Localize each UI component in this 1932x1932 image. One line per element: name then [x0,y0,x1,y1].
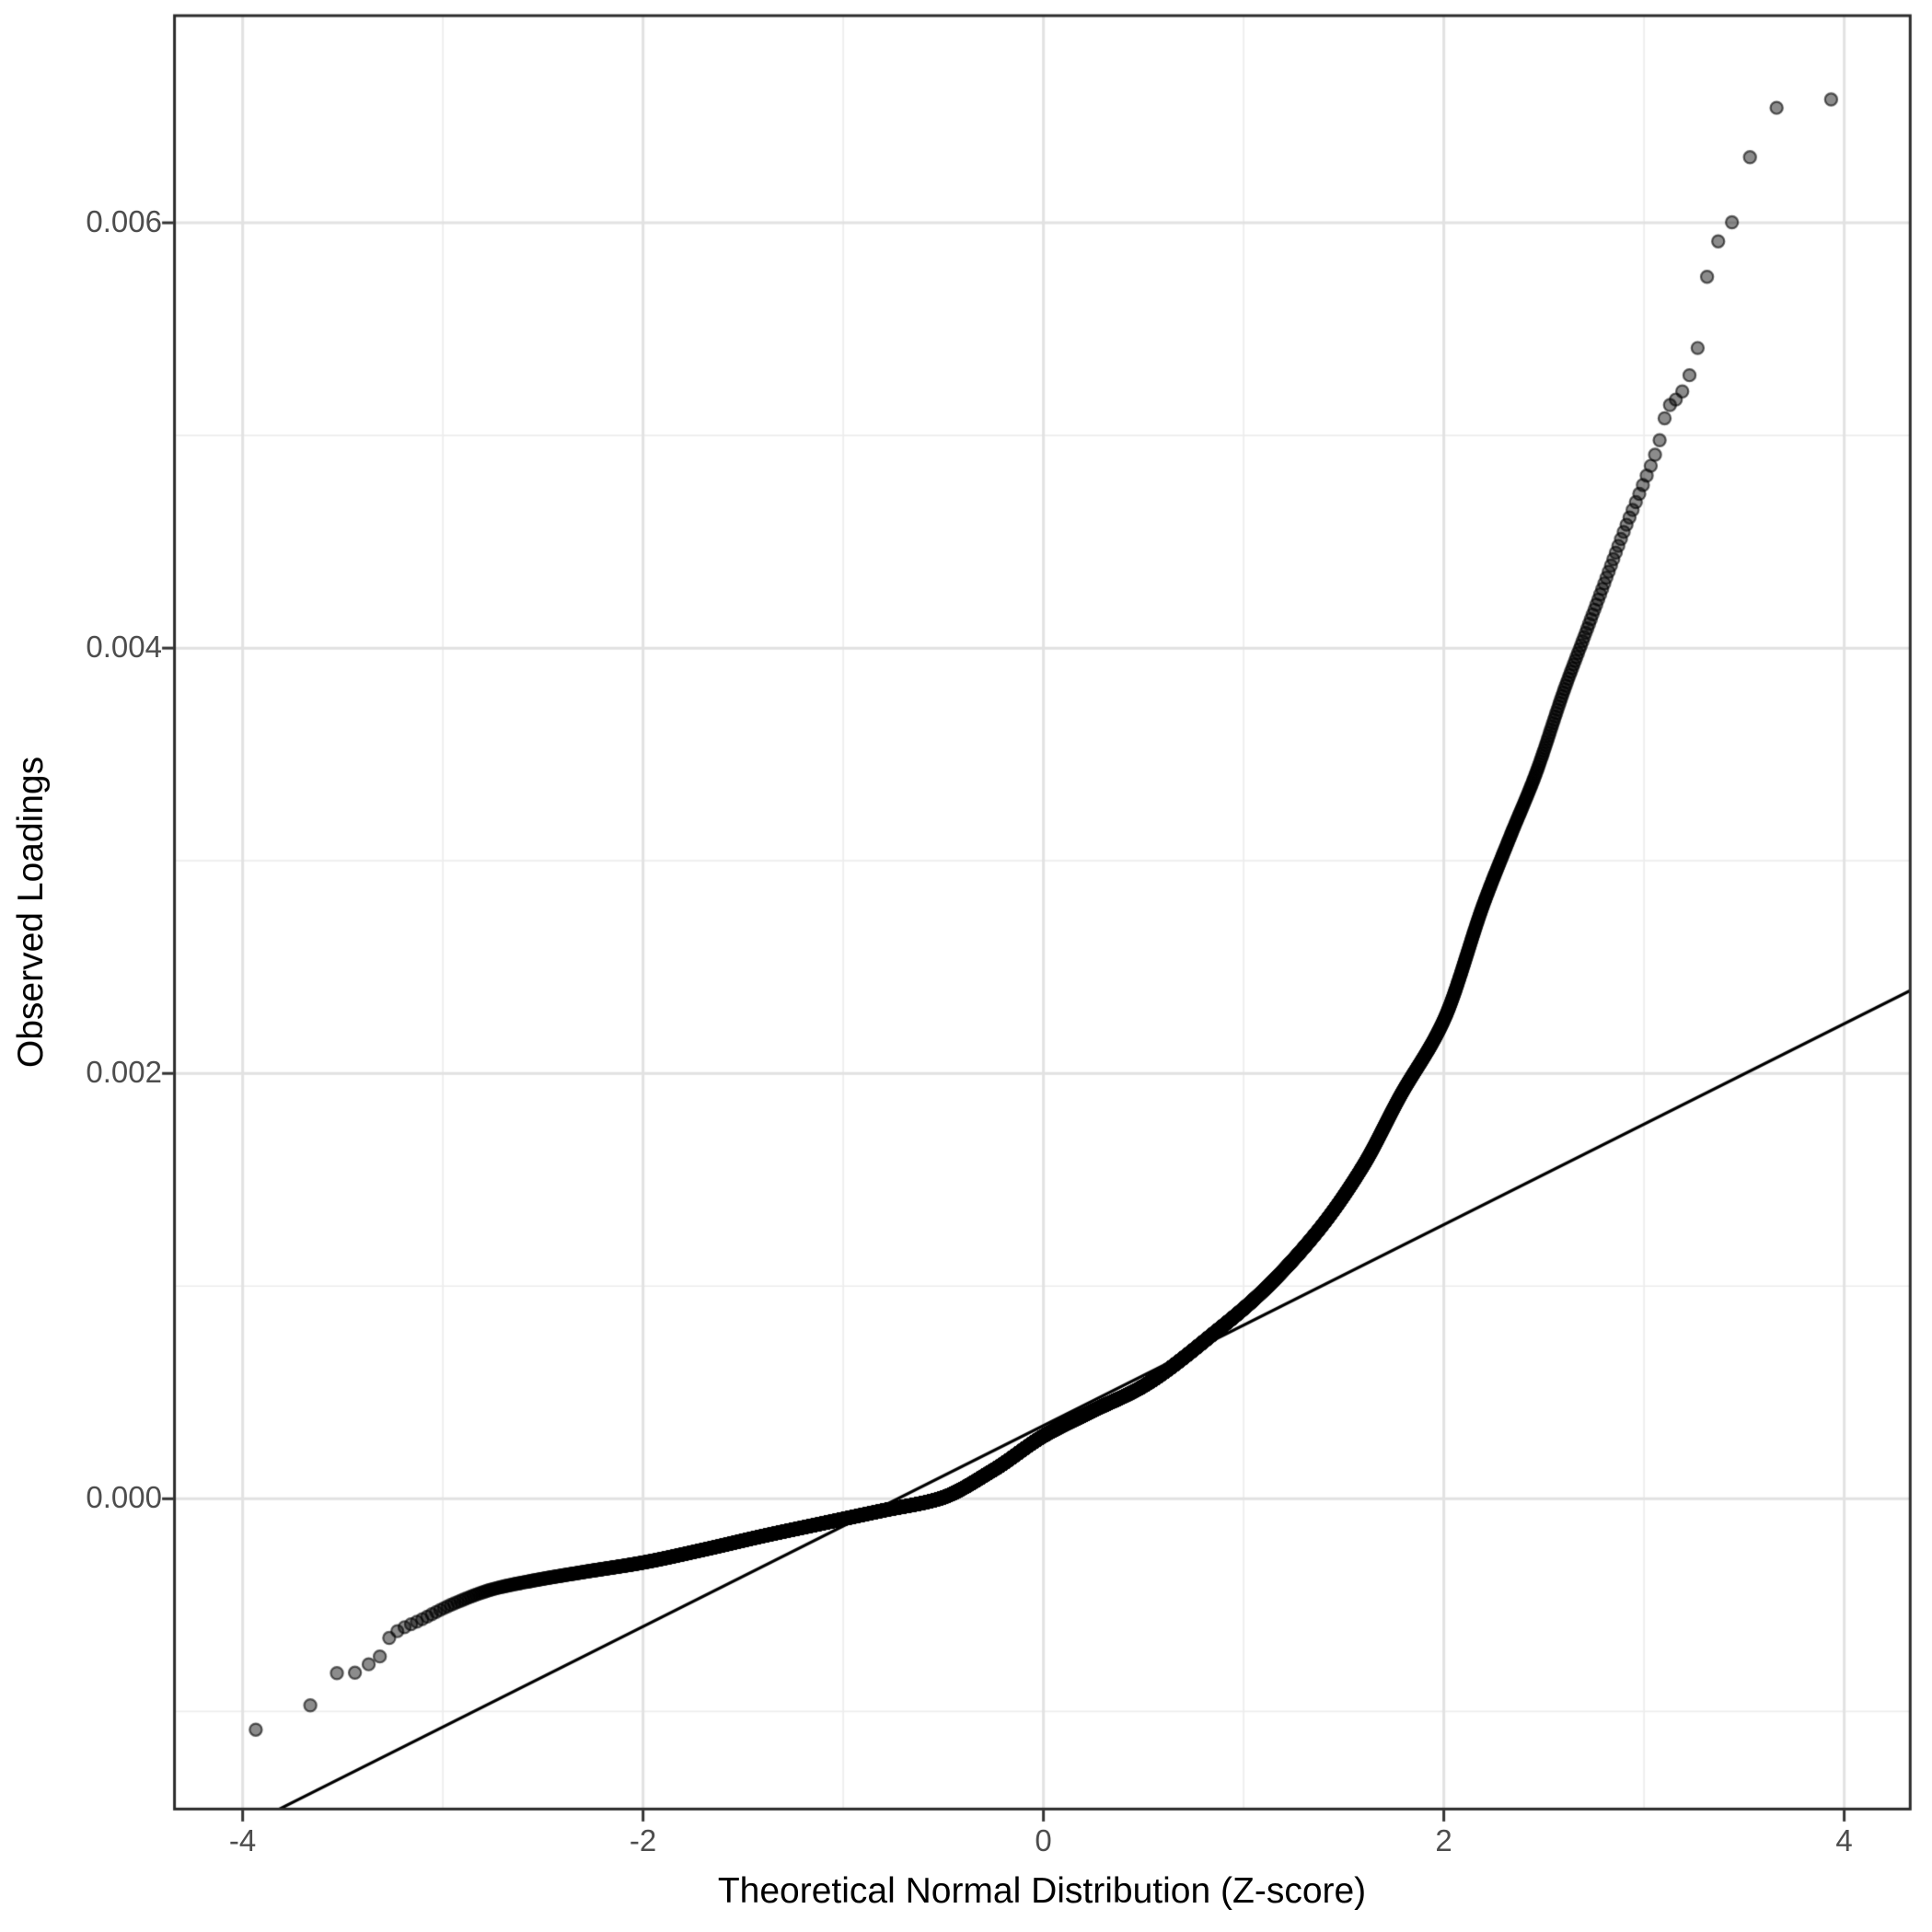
x-tick-label-neg4: -4 [228,1823,257,1857]
y-tick-label-0.004: 0.004 [86,630,162,665]
x-tick-label-0: 0 [1035,1823,1052,1857]
x-tick-label-neg2: -2 [629,1823,657,1857]
x-tick-label-2: 2 [1435,1823,1452,1857]
y-axis-title: Observed Loadings [11,756,51,1069]
y-tick-label-0.006: 0.006 [86,204,162,239]
x-tick-label-4: 4 [1835,1823,1853,1857]
y-tick-label-0.002: 0.002 [86,1055,162,1090]
y-tick-label-0.000: 0.000 [86,1480,162,1515]
x-axis-title: Theoretical Normal Distribution (Z-score… [717,1871,1367,1911]
